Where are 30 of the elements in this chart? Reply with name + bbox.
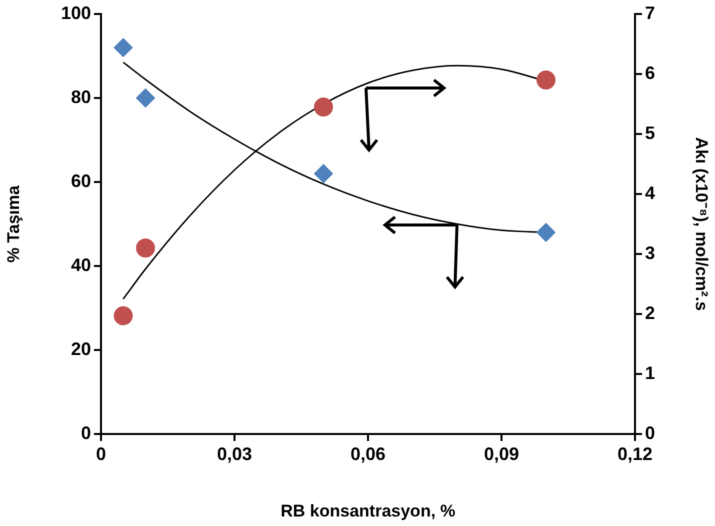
y2-tick-label: 0	[645, 422, 656, 443]
y2-tick-label: 1	[645, 362, 656, 383]
point	[114, 38, 133, 58]
y2-tick-label: 7	[645, 2, 656, 23]
point	[314, 164, 333, 184]
y2-tick-label: 5	[645, 122, 656, 143]
x-tick-label: 0,06	[350, 444, 386, 464]
x-tick-label: 0,12	[617, 444, 653, 464]
point	[536, 70, 556, 90]
y-tick-label: 20	[70, 338, 91, 359]
y2-axis-title: Akı (x10⁻⁸), mol/cm².s	[692, 137, 712, 311]
y2-tick-label: 4	[645, 182, 656, 203]
x-tick-label: 0	[96, 444, 106, 464]
y-tick-label: 0	[80, 422, 91, 443]
point	[136, 238, 155, 258]
y2-tick-label: 3	[645, 242, 656, 263]
x-tick-label: 0,09	[484, 444, 520, 464]
y-tick-label: 100	[60, 2, 91, 23]
y-tick-label: 40	[70, 254, 91, 275]
y2-tick-label: 2	[645, 302, 656, 323]
y-axis-title: % Taşıma	[4, 184, 23, 263]
x-tick-label: 0,03	[216, 444, 252, 464]
y-tick-label: 80	[70, 86, 91, 107]
x-axis-title: RB konsantrasyon, %	[280, 501, 456, 520]
point	[136, 88, 155, 108]
point	[536, 222, 556, 242]
point	[314, 98, 333, 116]
y2-tick-label: 6	[645, 62, 656, 83]
y-tick-label: 60	[70, 170, 91, 191]
point	[114, 306, 133, 326]
